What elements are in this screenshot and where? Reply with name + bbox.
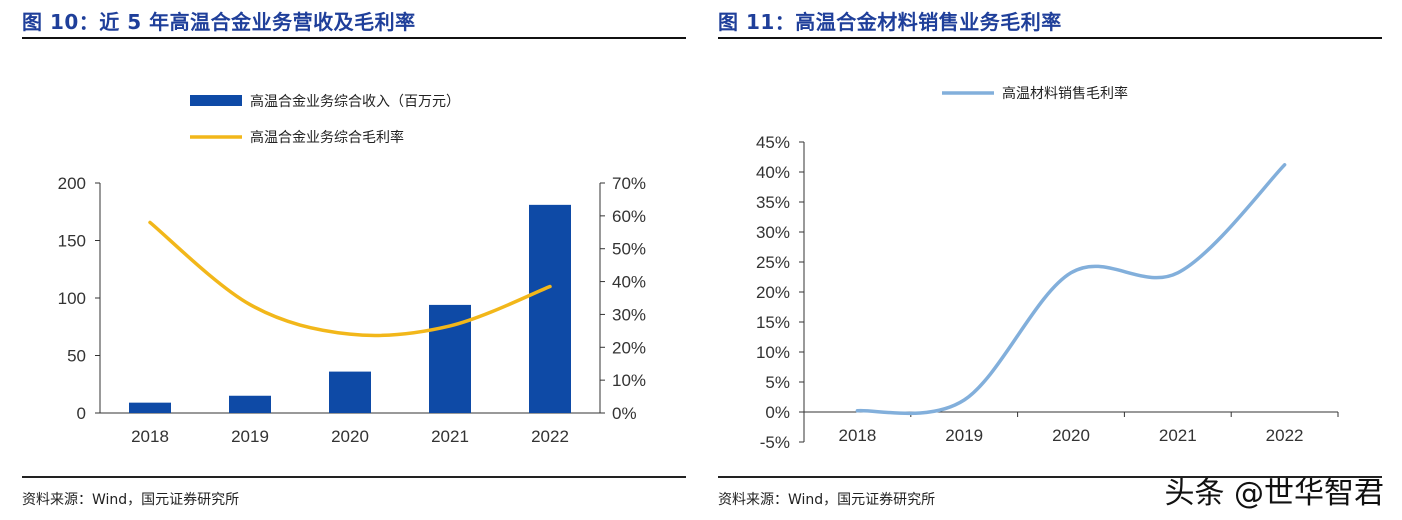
- x-tick-label: 2021: [431, 427, 469, 446]
- x-tick-label: 2018: [131, 427, 169, 446]
- y-tick-label: 0%: [765, 403, 790, 422]
- right-y-tick-label: 10%: [612, 371, 646, 390]
- x-tick-label: 2020: [331, 427, 369, 446]
- left-y-tick-label: 0: [77, 404, 86, 423]
- revenue-bar: [529, 204, 571, 413]
- left-source: 资料来源：Wind，国元证券研究所: [22, 492, 240, 508]
- material-margin-line: [855, 163, 1287, 416]
- left-source-rule: [22, 476, 686, 478]
- left-y-tick-label: 200: [58, 174, 86, 193]
- legend-bar-swatch: [190, 95, 242, 106]
- right-y-tick-label: 20%: [612, 338, 646, 357]
- x-tick-label: 2022: [531, 427, 569, 446]
- right-chart-title: 图 11：高温合金材料销售业务毛利率: [718, 10, 1062, 34]
- y-tick-label: 40%: [756, 163, 790, 182]
- y-tick-label: 45%: [756, 133, 790, 152]
- left-y-tick-label: 50: [67, 347, 86, 366]
- y-tick-label: 25%: [756, 253, 790, 272]
- legend-line-label: 高温材料销售毛利率: [1002, 85, 1128, 102]
- x-tick-label: 2019: [231, 427, 269, 446]
- right-source-rule: [718, 476, 1382, 478]
- x-tick-label: 2018: [838, 426, 876, 445]
- x-tick-label: 2019: [945, 426, 983, 445]
- left-chart-title: 图 10：近 5 年高温合金业务营收及毛利率: [22, 10, 416, 34]
- y-tick-label: 10%: [756, 343, 790, 362]
- right-source: 资料来源：Wind，国元证券研究所: [718, 492, 936, 508]
- right-y-tick-label: 70%: [612, 174, 646, 193]
- right-chart: 高温材料销售毛利率 -5% 0% 5% 10% 15% 20% 25% 30% 35% 40% 45%…: [756, 85, 1339, 452]
- gross-margin-line: [148, 220, 552, 338]
- right-y-tick-label: 60%: [612, 207, 646, 226]
- legend-line-label: 高温合金业务综合毛利率: [250, 129, 404, 146]
- revenue-bar: [329, 371, 371, 413]
- y-tick-label: 35%: [756, 193, 790, 212]
- x-tick-label: 2021: [1159, 426, 1197, 445]
- left-y-tick-label: 150: [58, 232, 86, 251]
- left-chart: 高温合金业务综合收入（百万元） 高温合金业务综合毛利率 0 50 100 150 200 0%…: [58, 93, 646, 446]
- right-y-tick-label: 50%: [612, 240, 646, 259]
- y-tick-label: 5%: [765, 373, 790, 392]
- left-y-tick-label: 100: [58, 289, 86, 308]
- x-tick-label: 2022: [1266, 426, 1304, 445]
- right-y-tick-label: 30%: [612, 305, 646, 324]
- legend-bar-label: 高温合金业务综合收入（百万元）: [250, 93, 460, 110]
- left-title-rule: [22, 37, 686, 39]
- y-tick-label: 15%: [756, 313, 790, 332]
- y-tick-label: -5%: [760, 433, 790, 452]
- y-tick-label: 30%: [756, 223, 790, 242]
- right-y-tick-label: 0%: [612, 404, 637, 423]
- revenue-bar: [129, 402, 171, 413]
- y-tick-label: 20%: [756, 283, 790, 302]
- revenue-bar: [229, 395, 271, 413]
- right-y-tick-label: 40%: [612, 273, 646, 292]
- x-tick-label: 2020: [1052, 426, 1090, 445]
- watermark: 头条 @世华智君: [1164, 476, 1384, 511]
- right-title-rule: [718, 37, 1382, 39]
